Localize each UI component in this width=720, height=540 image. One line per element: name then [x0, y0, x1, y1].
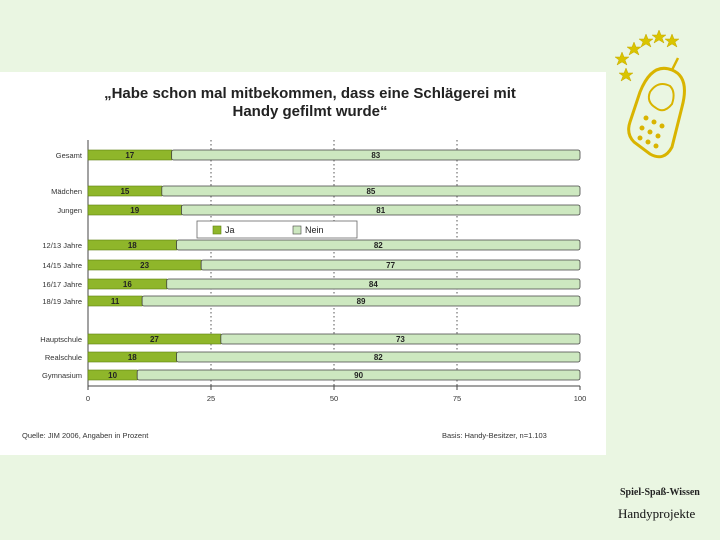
- brand-tagline: Spiel-Spaß-Wissen: [620, 487, 700, 498]
- chart-title: „Habe schon mal mitbekommen, dass eine S…: [40, 85, 580, 121]
- category-label: Gymnasium: [42, 371, 82, 380]
- value-label-ja: 11: [111, 297, 120, 306]
- base-note: Basis: Handy-Besitzer, n=1.103: [442, 431, 547, 440]
- value-label-nein: 89: [357, 297, 366, 306]
- bars: [87, 149, 581, 381]
- legend-swatch-ja: [212, 225, 222, 235]
- star-icon: [664, 33, 680, 48]
- source-note: Quelle: JIM 2006, Angaben in Prozent: [22, 431, 149, 440]
- category-label: Realschule: [45, 353, 82, 362]
- star-icon: [626, 41, 642, 56]
- category-label: Jungen: [57, 206, 82, 215]
- value-label-ja: 17: [125, 151, 134, 160]
- category-label: 12/13 Jahre: [42, 241, 82, 250]
- value-label-ja: 27: [150, 335, 159, 344]
- value-label-ja: 23: [140, 261, 149, 270]
- value-label-ja: 16: [123, 280, 132, 289]
- bar-chart: Gesamt Mädchen Jungen 12/13 Jahre 14/15 Jahr…: [40, 140, 586, 403]
- title-line-1: „Habe schon mal mitbekommen, dass eine S…: [104, 85, 516, 102]
- bar-nein: [171, 149, 581, 161]
- tick-label: 0: [86, 394, 90, 403]
- star-icon: [638, 33, 654, 48]
- category-label: Mädchen: [51, 187, 82, 196]
- legend-label-nein: Nein: [305, 225, 324, 235]
- gridlines: [210, 140, 458, 386]
- bar-nein: [136, 369, 581, 381]
- tick-label: 75: [453, 394, 461, 403]
- value-label-nein: 77: [386, 261, 395, 270]
- value-labels: 17 83 15 85 19 81 18 82 23 77 16 84 11 89 27 73 18 82 10 90: [108, 151, 405, 380]
- bar-nein: [181, 204, 581, 216]
- value-label-nein: 82: [374, 353, 383, 362]
- value-label-ja: 18: [128, 241, 137, 250]
- bar-nein: [220, 333, 581, 345]
- x-axis-ticks: 0 25 50 75 100: [86, 386, 586, 403]
- logo-icon: [614, 29, 686, 159]
- legend-box: [196, 220, 358, 239]
- star-icon: [614, 51, 630, 66]
- value-label-nein: 85: [366, 187, 375, 196]
- value-label-nein: 83: [371, 151, 380, 160]
- value-label-nein: 84: [369, 280, 378, 289]
- bar-nein: [161, 185, 581, 197]
- brand-name: Handyprojekte: [618, 506, 696, 521]
- value-label-nein: 73: [396, 335, 405, 344]
- category-labels: Gesamt Mädchen Jungen 12/13 Jahre 14/15 Jahr…: [40, 151, 83, 380]
- value-label-nein: 90: [354, 371, 363, 380]
- tick-label: 50: [330, 394, 338, 403]
- legend-label-ja: Ja: [225, 225, 235, 235]
- value-label-ja: 10: [108, 371, 117, 380]
- category-label: 16/17 Jahre: [42, 280, 82, 289]
- legend: Ja Nein: [196, 220, 358, 239]
- value-label-nein: 81: [376, 206, 385, 215]
- bar-nein: [176, 239, 581, 251]
- value-label-ja: 18: [128, 353, 137, 362]
- category-label: 14/15 Jahre: [42, 261, 82, 270]
- tick-label: 25: [207, 394, 215, 403]
- value-label-nein: 82: [374, 241, 383, 250]
- header-band: [0, 0, 606, 72]
- bar-nein: [200, 259, 581, 271]
- side-band: [606, 0, 720, 540]
- category-label: Hauptschule: [40, 335, 82, 344]
- bar-nein: [141, 295, 581, 307]
- value-label-ja: 15: [120, 187, 129, 196]
- bar-nein: [166, 278, 581, 290]
- star-icon: [651, 29, 667, 44]
- star-icon: [618, 67, 634, 82]
- category-label: Gesamt: [56, 151, 83, 160]
- title-line-2: Handy gefilmt wurde“: [232, 103, 388, 120]
- footer-band: [0, 455, 720, 540]
- value-label-ja: 19: [130, 206, 139, 215]
- bar-nein: [176, 351, 581, 363]
- category-label: 18/19 Jahre: [42, 297, 82, 306]
- phone-icon: [627, 57, 686, 159]
- tick-label: 100: [574, 394, 587, 403]
- legend-swatch-nein: [292, 225, 302, 235]
